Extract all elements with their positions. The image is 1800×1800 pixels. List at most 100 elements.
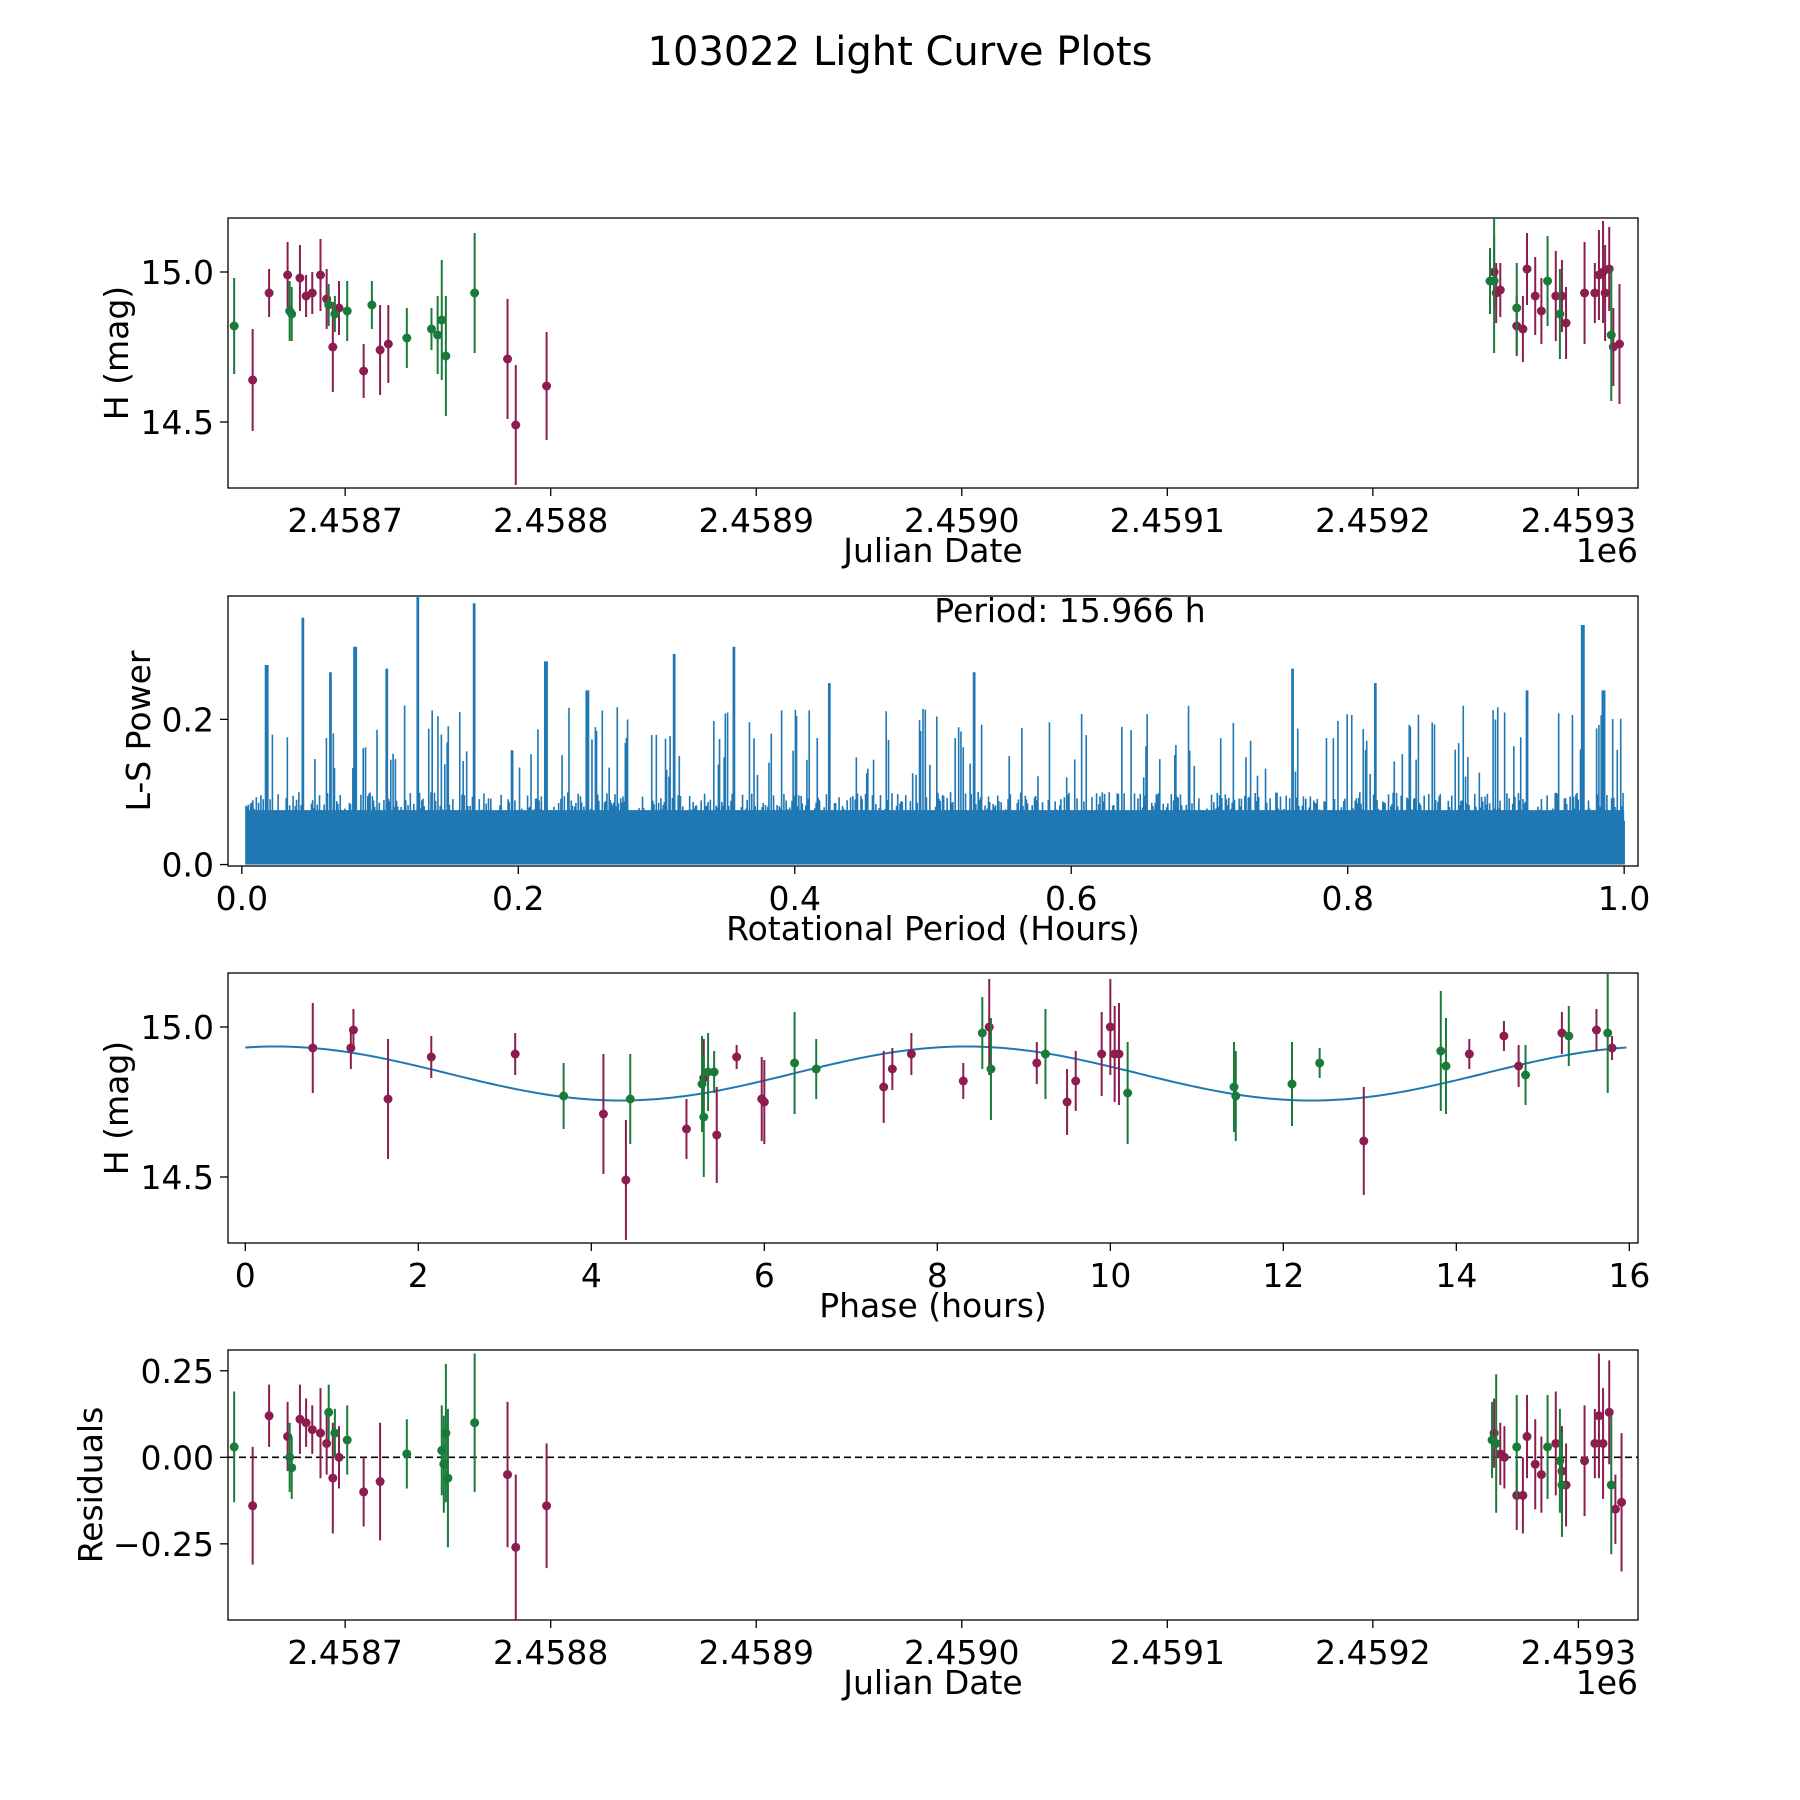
y-tick-label: 0.0 <box>162 846 214 885</box>
y-tick-label: 0.00 <box>141 1438 214 1477</box>
data-point-green <box>1123 1088 1133 1098</box>
data-point-purple <box>295 273 305 283</box>
data-point-green <box>1564 1031 1574 1041</box>
data-point-purple <box>510 1049 520 1059</box>
data-point-green <box>330 1428 340 1438</box>
data-point-purple <box>503 1470 513 1480</box>
x-axis-label: Julian Date <box>841 1663 1023 1702</box>
data-point-purple <box>984 1022 994 1032</box>
data-point-purple <box>1536 306 1546 316</box>
data-point-purple <box>1580 288 1590 298</box>
data-point-green <box>402 1449 412 1459</box>
data-point-green <box>324 300 334 310</box>
data-point-green <box>1606 330 1616 340</box>
data-point-purple <box>1591 1025 1601 1035</box>
data-point-green <box>625 1094 635 1104</box>
plot-area <box>229 218 1625 485</box>
data-point-green <box>402 333 412 343</box>
axes-frame <box>227 972 1639 1244</box>
y-tick-label: 14.5 <box>141 403 214 442</box>
x-tick-label: 0.8 <box>1321 879 1373 918</box>
data-point-green <box>699 1112 709 1122</box>
data-point-purple <box>334 1452 344 1462</box>
data-point-purple <box>542 381 552 391</box>
data-point-green <box>697 1079 707 1089</box>
data-point-purple <box>1604 264 1614 274</box>
data-point-green <box>986 1064 996 1074</box>
data-point-green <box>426 324 436 334</box>
data-point-purple <box>426 1052 436 1062</box>
data-point-purple <box>1071 1076 1081 1086</box>
data-point-purple <box>887 1064 897 1074</box>
x-tick-label: 0.0 <box>216 879 268 918</box>
data-point-green <box>1543 276 1553 286</box>
x-tick-label: 2.4592 <box>1315 501 1430 540</box>
data-point-purple <box>248 375 258 385</box>
x-tick-label: 2.4591 <box>1110 501 1225 540</box>
plot-area <box>245 973 1627 1240</box>
data-point-green <box>811 1064 821 1074</box>
x-offset-label: 1e6 <box>1576 1663 1638 1702</box>
period-annotation: Period: 15.966 h <box>934 591 1205 630</box>
data-point-purple <box>1359 1136 1369 1146</box>
x-tick-label: 2.4587 <box>287 501 402 540</box>
data-point-purple <box>1610 1504 1620 1514</box>
data-point-purple <box>1536 1470 1546 1480</box>
data-point-green <box>229 1442 239 1452</box>
periodogram-noise-band <box>245 810 1625 865</box>
data-point-green <box>1040 1049 1050 1059</box>
data-point-purple <box>248 1501 258 1511</box>
x-tick-label: 4 <box>581 1256 602 1295</box>
y-tick-label: 0.2 <box>162 700 214 739</box>
x-tick-label: 2.4588 <box>493 1633 608 1672</box>
panel-lightcurve: Julian Date H (mag) 1e6 2.4587 2.4588 2.45… <box>97 217 1639 570</box>
y-tick-label: 0.25 <box>141 1352 214 1391</box>
data-point-green <box>287 309 297 319</box>
data-point-purple <box>542 1501 552 1511</box>
x-tick-label: 0.6 <box>1045 879 1097 918</box>
data-point-purple <box>681 1124 691 1134</box>
data-point-green <box>559 1091 569 1101</box>
data-point-green <box>1555 309 1565 319</box>
data-point-purple <box>1514 1061 1524 1071</box>
data-point-purple <box>283 270 293 280</box>
y-tick-label: 15.0 <box>141 1008 214 1047</box>
data-point-purple <box>322 1438 332 1448</box>
data-point-green <box>470 288 480 298</box>
data-point-purple <box>264 1411 274 1421</box>
data-point-green <box>1512 1442 1522 1452</box>
data-point-purple <box>712 1130 722 1140</box>
figure-title: 103022 Light Curve Plots <box>648 29 1153 75</box>
data-point-purple <box>1518 1490 1528 1500</box>
data-point-green <box>330 309 340 319</box>
panel-phased: Phase (hours) H (mag) 0 2 4 6 8 10 12 14 16 14.5 1… <box>97 972 1650 1325</box>
data-point-purple <box>1518 324 1528 334</box>
data-point-purple <box>348 1025 358 1035</box>
y-tick-label: 14.5 <box>141 1158 214 1197</box>
data-point-purple <box>1580 1456 1590 1466</box>
data-point-green <box>1436 1046 1446 1056</box>
y-tick-label: −0.25 <box>113 1525 214 1564</box>
data-point-green <box>367 300 377 310</box>
data-point-purple <box>1557 1028 1567 1038</box>
axes-frame <box>227 595 1639 867</box>
x-tick-label: 8 <box>927 1256 948 1295</box>
data-point-green <box>437 315 447 325</box>
data-point-green <box>709 1067 719 1077</box>
data-point-green <box>342 1435 352 1445</box>
data-point-purple <box>1561 318 1571 328</box>
data-point-purple <box>759 1097 769 1107</box>
x-tick-label: 2.4591 <box>1110 1633 1225 1672</box>
data-point-purple <box>1499 1031 1509 1041</box>
x-tick-label: 2.4593 <box>1521 1633 1636 1672</box>
data-point-purple <box>1464 1049 1474 1059</box>
data-point-purple <box>1590 1438 1600 1448</box>
data-point-green <box>977 1028 987 1038</box>
data-point-green <box>1287 1079 1297 1089</box>
x-tick-label: 2.4593 <box>1521 501 1636 540</box>
data-point-purple <box>301 1418 311 1428</box>
y-axis-label: Residuals <box>71 1407 110 1564</box>
data-point-purple <box>383 1094 393 1104</box>
x-tick-label: 16 <box>1608 1256 1650 1295</box>
data-point-purple <box>511 420 521 430</box>
